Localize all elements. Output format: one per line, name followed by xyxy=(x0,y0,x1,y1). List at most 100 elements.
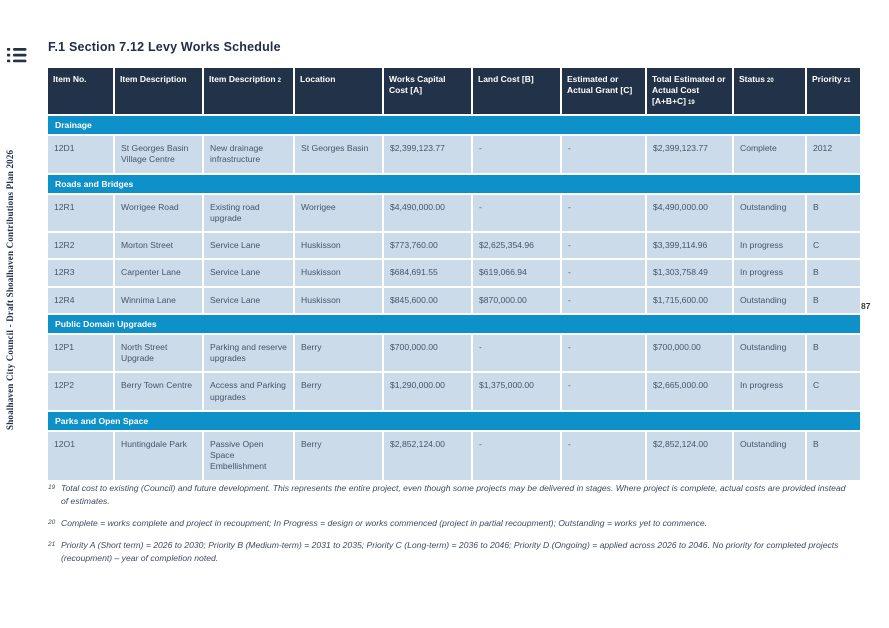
table-cell: $619,066.94 xyxy=(473,260,560,286)
table-cell: $2,852,124.00 xyxy=(384,432,471,480)
table-cell: $1,290,000.00 xyxy=(384,373,471,410)
table-cell: $773,760.00 xyxy=(384,233,471,259)
table-cell: - xyxy=(562,136,645,173)
table-cell: Complete xyxy=(734,136,805,173)
table-cell: $700,000.00 xyxy=(647,335,732,372)
table-cell: $870,000.00 xyxy=(473,287,560,313)
table-cell: $1,715,600.00 xyxy=(647,287,732,313)
table-cell: Berry xyxy=(295,432,382,480)
table-cell: Outstanding xyxy=(734,194,805,232)
table-cell: $2,399,123.77 xyxy=(647,136,732,173)
column-header: Item No. xyxy=(48,68,113,114)
column-header-label: Priority xyxy=(812,74,842,84)
section-header: Public Domain Upgrades xyxy=(48,314,860,334)
table-cell: Worrigee Road xyxy=(115,194,202,232)
table-cell: Winnima Lane xyxy=(115,287,202,313)
table-cell: $845,600.00 xyxy=(384,287,471,313)
table-cell: St Georges Basin xyxy=(295,136,382,173)
table-cell: New drainage infrastructure xyxy=(204,136,293,173)
table-cell: Parking and reserve upgrades xyxy=(204,335,293,372)
column-header-label: Total Estimated or Actual Cost [A+B+C] xyxy=(652,74,726,107)
column-header-label: Item Description xyxy=(209,74,276,84)
section-header: Drainage xyxy=(48,116,860,135)
table-cell: 12R4 xyxy=(48,287,113,313)
table-cell: 12R3 xyxy=(48,260,113,286)
column-header: Priority 21 xyxy=(807,68,860,114)
column-header-label: Works Capital Cost [A] xyxy=(389,74,446,96)
page-title: F.1 Section 7.12 Levy Works Schedule xyxy=(48,40,281,54)
column-header-label: Location xyxy=(300,74,336,84)
footnote-ref: 19 xyxy=(688,100,695,107)
table-cell: $4,490,000.00 xyxy=(647,194,732,232)
list-icon[interactable] xyxy=(7,47,27,64)
table-cell: $2,852,124.00 xyxy=(647,432,732,480)
table-cell: - xyxy=(562,335,645,372)
section-row: Public Domain Upgrades xyxy=(48,314,860,334)
column-header-label: Estimated or Actual Grant [C] xyxy=(567,74,633,96)
footnote-ref: 2 xyxy=(277,78,281,84)
table-cell: B xyxy=(807,335,860,372)
table-cell: $4,490,000.00 xyxy=(384,194,471,232)
table-cell: - xyxy=(562,287,645,313)
table-cell: C xyxy=(807,373,860,410)
table-cell: - xyxy=(562,260,645,286)
footnote-text: Complete = works complete and project in… xyxy=(61,517,708,528)
table-cell: Passive Open Space Embellishment xyxy=(204,432,293,480)
footnote-ref: 21 xyxy=(843,78,851,84)
table-cell: In progress xyxy=(734,373,805,410)
table-cell: Service Lane xyxy=(204,233,293,259)
table-cell: - xyxy=(473,194,560,232)
table-cell: C xyxy=(807,233,860,259)
table-cell: In progress xyxy=(734,260,805,286)
table-row: 12R2 Morton Street Service Lane Huskisson $7… xyxy=(48,233,860,259)
table-header-row: Item No. Item Description Item Description… xyxy=(48,68,860,114)
table-cell: Service Lane xyxy=(204,260,293,286)
footnotes: 19 Total cost to existing (Council) and f… xyxy=(48,482,846,573)
table-cell: - xyxy=(562,233,645,259)
page-number: 87 xyxy=(861,301,871,311)
table-row: 12O1 Huntingdale Park Passive Open Space E… xyxy=(48,432,860,480)
table-cell: 12P1 xyxy=(48,335,113,372)
table-cell: Berry xyxy=(295,373,382,410)
table-cell: - xyxy=(473,432,560,480)
table-cell: Outstanding xyxy=(734,287,805,313)
footnote: 19 Total cost to existing (Council) and f… xyxy=(48,482,846,508)
column-header-label: Status xyxy=(739,74,765,84)
footnote: 20 Complete = works complete and project … xyxy=(48,517,846,530)
table-cell: 2012 xyxy=(807,136,860,173)
column-header: Item Description 2 xyxy=(204,68,293,114)
table-cell: Access and Parking upgrades xyxy=(204,373,293,410)
section-header: Roads and Bridges xyxy=(48,174,860,193)
table-cell: B xyxy=(807,260,860,286)
table-cell: B xyxy=(807,287,860,313)
column-header-label: Land Cost [B] xyxy=(478,74,534,84)
table-cell: Service Lane xyxy=(204,287,293,313)
table-cell: $2,665,000.00 xyxy=(647,373,732,410)
table-cell: Worrigee xyxy=(295,194,382,232)
column-header: Total Estimated or Actual Cost [A+B+C] 19 xyxy=(647,68,732,114)
table-row: 12P2 Berry Town Centre Access and Parking … xyxy=(48,373,860,410)
table-cell: $684,691.55 xyxy=(384,260,471,286)
table-cell: Existing road upgrade xyxy=(204,194,293,232)
table-row: 12R4 Winnima Lane Service Lane Huskisson $84… xyxy=(48,287,860,313)
table-cell: Carpenter Lane xyxy=(115,260,202,286)
table-cell: $700,000.00 xyxy=(384,335,471,372)
column-header: Item Description xyxy=(115,68,202,114)
column-header: Land Cost [B] xyxy=(473,68,560,114)
table-cell: $1,303,758.49 xyxy=(647,260,732,286)
table-cell: 12O1 xyxy=(48,432,113,480)
table-cell: In progress xyxy=(734,233,805,259)
table-cell: 12R1 xyxy=(48,194,113,232)
column-header: Works Capital Cost [A] xyxy=(384,68,471,114)
table-cell: Huskisson xyxy=(295,260,382,286)
table-cell: - xyxy=(562,194,645,232)
table-row: 12D1 St Georges Basin Village Centre New d… xyxy=(48,136,860,173)
footnote-number: 19 xyxy=(48,484,56,491)
section-row: Parks and Open Space xyxy=(48,411,860,431)
footnote-text: Priority A (Short term) = 2026 to 2030; … xyxy=(61,539,839,563)
footnote-number: 21 xyxy=(48,540,56,548)
footnote: 21 Priority A (Short term) = 2026 to 2030… xyxy=(48,539,846,565)
table-cell: Huskisson xyxy=(295,287,382,313)
table-cell: Huntingdale Park xyxy=(115,432,202,480)
table-cell: $3,399,114.96 xyxy=(647,233,732,259)
